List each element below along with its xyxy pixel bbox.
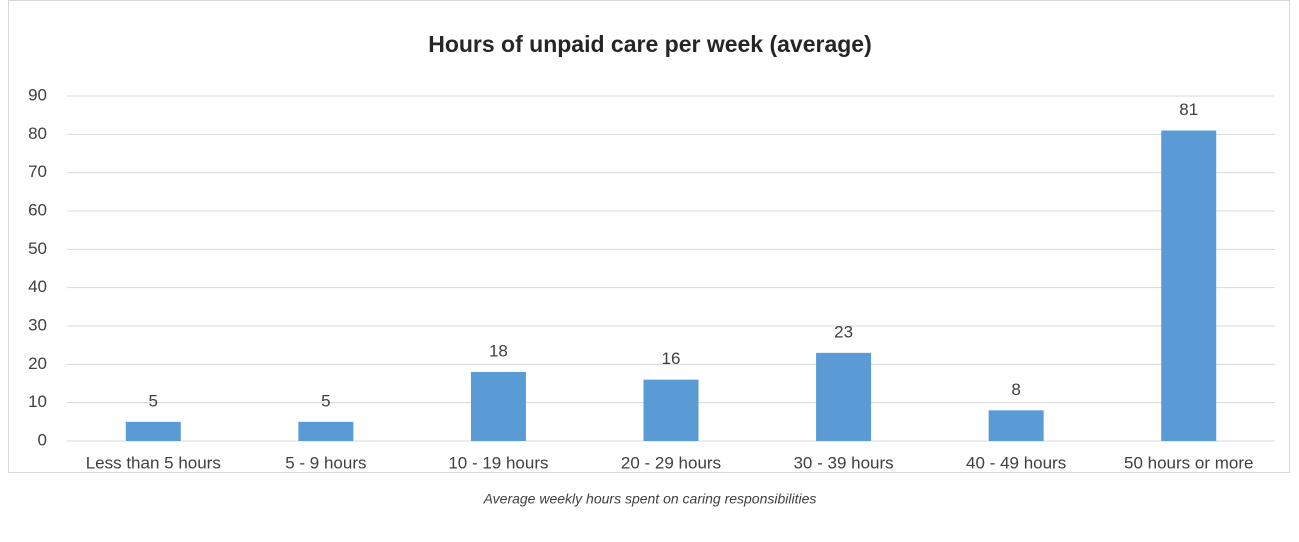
x-tick-label: 40 - 49 hours: [966, 453, 1066, 472]
bar: [643, 379, 699, 441]
x-tick-label: 50 hours or more: [1124, 453, 1253, 472]
bar: [988, 410, 1044, 441]
y-tick-label: 20: [28, 354, 47, 373]
y-tick-label: 30: [28, 315, 47, 334]
y-tick-label: 10: [28, 392, 47, 411]
data-label: 18: [489, 341, 508, 360]
caption: Average weekly hours spent on caring res…: [483, 491, 817, 507]
x-tick-label: 5 - 9 hours: [285, 453, 366, 472]
y-tick-label: 0: [38, 430, 47, 449]
bar: [298, 421, 354, 441]
data-label: 81: [1179, 100, 1198, 119]
x-tick-label: 30 - 39 hours: [793, 453, 893, 472]
data-label: 5: [149, 391, 158, 410]
bar: [470, 372, 526, 441]
bar: [125, 421, 181, 441]
y-tick-label: 80: [28, 124, 47, 143]
x-tick-label: 20 - 29 hours: [621, 453, 721, 472]
data-label: 16: [662, 349, 681, 368]
x-tick-label: 10 - 19 hours: [448, 453, 548, 472]
y-tick-label: 50: [28, 239, 47, 258]
data-label: 23: [834, 322, 853, 341]
x-tick-label: Less than 5 hours: [86, 453, 221, 472]
chart-title: Hours of unpaid care per week (average): [428, 31, 872, 57]
y-tick-label: 70: [28, 162, 47, 181]
y-tick-label: 60: [28, 200, 47, 219]
y-tick-label: 90: [28, 85, 47, 104]
bar: [1161, 130, 1217, 441]
data-label: 8: [1011, 380, 1020, 399]
bar: [816, 352, 872, 441]
y-tick-label: 40: [28, 277, 47, 296]
data-label: 5: [321, 391, 330, 410]
